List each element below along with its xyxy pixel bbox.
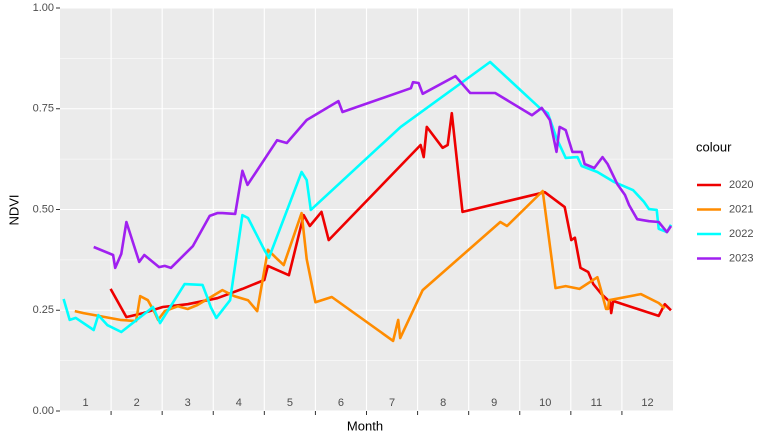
x-tick-label: 12 (641, 397, 653, 409)
y-axis-title: NDVI (6, 194, 21, 225)
x-tick-label: 9 (491, 397, 497, 409)
x-tick-label: 6 (338, 397, 344, 409)
series-line (93, 74, 673, 270)
x-tick-label: 7 (389, 397, 395, 409)
x-axis-title: Month (347, 418, 383, 433)
x-tick-label: 1 (82, 397, 88, 409)
legend-label: 2021 (729, 203, 753, 215)
y-tick-label: 0.75 (33, 103, 54, 115)
y-tick-label: 1.00 (33, 2, 54, 14)
x-tick-label: 10 (539, 397, 551, 409)
x-tick-label: 11 (591, 397, 602, 409)
x-tick-label: 4 (236, 397, 242, 409)
x-tick-label: 2 (134, 397, 140, 409)
series-line (109, 111, 672, 319)
series-line (62, 60, 673, 334)
x-tick-label: 3 (185, 397, 191, 409)
y-tick-label: 0.25 (33, 304, 54, 316)
y-tick-label: 0.50 (33, 203, 54, 215)
legend-label: 2020 (729, 179, 753, 191)
legend-label: 2023 (729, 252, 753, 264)
legend-label: 2022 (729, 228, 753, 240)
x-tick-label: 8 (440, 397, 446, 409)
legend-title: colour (696, 139, 732, 154)
x-tick-label: 5 (287, 397, 293, 409)
y-tick-label: 0.00 (33, 405, 54, 417)
